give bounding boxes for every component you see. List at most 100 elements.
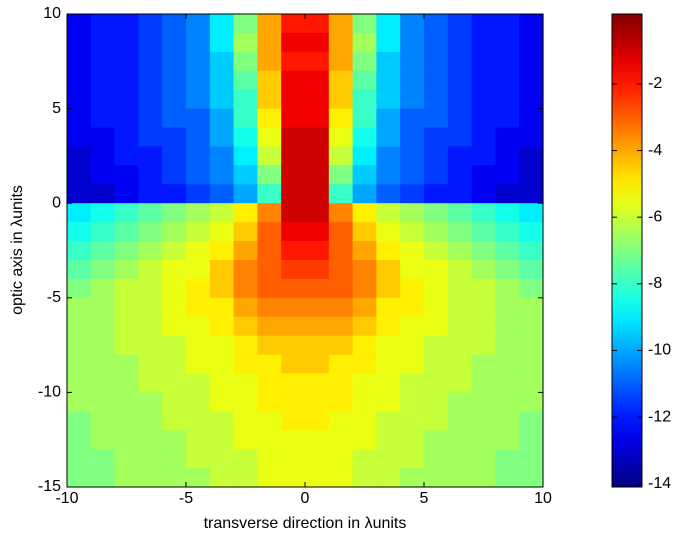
heatmap-cell (447, 354, 473, 375)
heatmap-cell (447, 70, 473, 91)
heatmap-cell (67, 449, 92, 469)
heatmap-cell (471, 165, 496, 185)
heatmap-cell (257, 51, 282, 72)
heatmap-cell (138, 316, 163, 337)
heatmap-cell (114, 411, 139, 431)
heatmap-cell (114, 32, 139, 53)
heatmap-cell (67, 222, 92, 242)
heatmap-cell (90, 222, 116, 242)
heatmap-cell (67, 203, 92, 223)
heatmap-cell (257, 468, 282, 488)
heatmap-cell (114, 89, 139, 110)
heatmap-cell (328, 241, 354, 261)
y-tick-label: -5 (47, 289, 61, 306)
heatmap-cell (495, 373, 520, 393)
heatmap-cell (471, 354, 496, 375)
heatmap-cell (138, 411, 163, 431)
heatmap-cell (328, 127, 354, 148)
heatmap-cell (328, 430, 354, 450)
heatmap-cell (162, 297, 187, 318)
heatmap-cell (424, 373, 449, 393)
heatmap-cell (305, 259, 330, 280)
heatmap-cell (519, 70, 544, 91)
heatmap-cell (209, 222, 235, 242)
heatmap-cell (424, 70, 449, 91)
heatmap-cell (114, 203, 139, 223)
heatmap-cell (90, 430, 116, 450)
heatmap-cell (257, 411, 282, 431)
heatmap-cell (447, 316, 473, 337)
heatmap-cell (471, 373, 496, 393)
heatmap-cell (90, 108, 116, 129)
heatmap-cell (352, 297, 377, 318)
heatmap-cell (424, 146, 449, 166)
heatmap-cell (495, 449, 520, 469)
y-tick-label: -10 (38, 384, 61, 401)
y-tick-label: 5 (52, 100, 61, 117)
heatmap-cell (305, 127, 330, 148)
heatmap-cell (138, 392, 163, 412)
heatmap-cell (162, 241, 187, 261)
heatmap-cell (447, 51, 473, 72)
heatmap-cell (352, 89, 377, 110)
heatmap-cell (400, 51, 425, 72)
heatmap-cell (447, 430, 473, 450)
x-tick-label: 5 (420, 490, 429, 507)
heatmap-cell (162, 316, 187, 337)
heatmap-cell (328, 468, 354, 488)
heatmap-cell (328, 411, 354, 431)
heatmap-cell (233, 70, 258, 91)
heatmap-cell (67, 335, 92, 356)
heatmap-cell (305, 32, 330, 53)
heatmap-cell (305, 108, 330, 129)
heatmap-cell (281, 297, 306, 318)
heatmap-cell (376, 468, 401, 488)
heatmap-cell (186, 70, 211, 91)
heatmap-cell (257, 184, 282, 204)
heatmap-cell (233, 449, 258, 469)
heatmap-cell (400, 14, 425, 34)
heatmap-cell (162, 32, 187, 53)
heatmap-cell (67, 51, 92, 72)
heatmap-cell (376, 51, 401, 72)
heatmap-cell (209, 259, 235, 280)
heatmap-cell (424, 108, 449, 129)
heatmap-cell (90, 127, 116, 148)
heatmap-cell (186, 165, 211, 185)
heatmap-cell (305, 468, 330, 488)
heatmap-cell (138, 297, 163, 318)
heatmap-cell (138, 127, 163, 148)
heatmap-cell (281, 70, 306, 91)
heatmap-cell (376, 373, 401, 393)
heatmap-cell (67, 184, 92, 204)
heatmap-cell (305, 316, 330, 337)
heatmap-cell (257, 335, 282, 356)
heatmap-cell (233, 108, 258, 129)
heatmap-cell (471, 430, 496, 450)
heatmap-cell (471, 108, 496, 129)
heatmap-cell (67, 373, 92, 393)
heatmap-cell (138, 335, 163, 356)
colorbar (611, 13, 643, 488)
heatmap-cell (138, 222, 163, 242)
heatmap-cell (495, 411, 520, 431)
heatmap-cell (305, 14, 330, 34)
heatmap-cell (90, 32, 116, 53)
heatmap-cell (447, 392, 473, 412)
heatmap-cell (209, 108, 235, 129)
heatmap-cell (186, 222, 211, 242)
heatmap-cell (424, 203, 449, 223)
heatmap-cell (447, 146, 473, 166)
heatmap-cell (352, 108, 377, 129)
heatmap-cell (447, 222, 473, 242)
heatmap-cell (281, 127, 306, 148)
heatmap-cell (471, 241, 496, 261)
heatmap-cell (305, 449, 330, 469)
heatmap-cell (447, 89, 473, 110)
heatmap-cell (186, 354, 211, 375)
heatmap-cell (209, 89, 235, 110)
heatmap-cell (281, 51, 306, 72)
heatmap-cell (519, 354, 544, 375)
heatmap-cell (257, 146, 282, 166)
heatmap-cell (328, 259, 354, 280)
